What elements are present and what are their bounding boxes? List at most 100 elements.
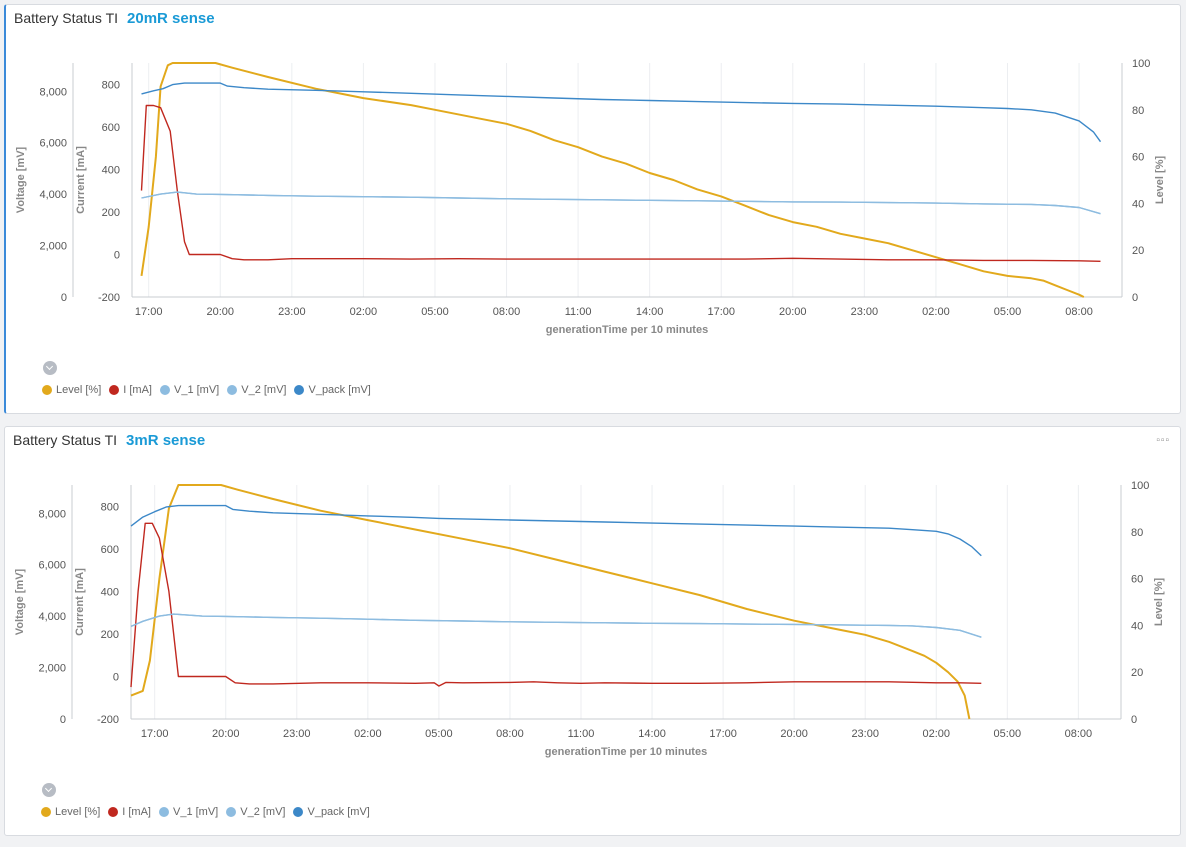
panel-subtitle: 3mR sense [126, 432, 206, 449]
x-tick-label: 20:00 [206, 306, 234, 318]
x-tick-label: 02:00 [922, 728, 950, 740]
x-tick-label: 08:00 [1065, 728, 1093, 740]
x-tick-label: 17:00 [707, 306, 735, 318]
chart-panel-20mr: Battery Status TI 20mR sense 17:00 20:00 2… [4, 4, 1181, 414]
legend-item[interactable]: V_pack [mV] [294, 384, 371, 396]
x-tick-label: 08:00 [493, 306, 521, 318]
level-tick-label: 60 [1131, 574, 1143, 586]
chevron-down-icon[interactable] [42, 783, 56, 797]
x-tick-label: 02:00 [350, 306, 378, 318]
series-line-v-2-mv[interactable] [141, 191, 1101, 215]
legend-marker [293, 807, 304, 817]
x-axis-title: generationTime per 10 minutes [546, 324, 708, 336]
x-tick-label: 05:00 [421, 306, 449, 318]
legend-marker [294, 385, 305, 395]
legend-marker [227, 385, 238, 395]
current-tick-label: 0 [114, 249, 120, 261]
legend-item[interactable]: I [mA] [108, 806, 151, 818]
x-tick-label: 17:00 [141, 728, 169, 740]
x-tick-label: 17:00 [135, 306, 163, 318]
x-tick-label: 23:00 [851, 306, 879, 318]
level-axis-title: Level [%] [1154, 156, 1166, 205]
legend-label: Level [%] [56, 384, 102, 396]
level-tick-label: 80 [1132, 105, 1144, 117]
legend-marker [108, 807, 119, 817]
x-axis-title: generationTime per 10 minutes [545, 746, 707, 758]
current-tick-label: -200 [98, 292, 120, 304]
x-tick-label: 02:00 [922, 306, 950, 318]
panel-subtitle: 20mR sense [127, 10, 215, 27]
legend-item[interactable]: V_1 [mV] [159, 384, 220, 396]
legend-label: I [mA] [122, 806, 151, 818]
series-line-v-2-mv[interactable] [130, 613, 982, 638]
voltage-axis-title: Voltage [mV] [14, 568, 26, 635]
level-tick-label: 40 [1132, 198, 1144, 210]
voltage-tick-label: 0 [61, 292, 67, 304]
level-tick-label: 20 [1132, 245, 1144, 257]
series-line-i-ma[interactable] [130, 522, 982, 688]
panel-title: Battery Status TI [14, 10, 119, 26]
legend-item[interactable]: V_2 [mV] [227, 384, 286, 396]
voltage-tick-label: 0 [60, 714, 66, 726]
legend-label: V_2 [mV] [241, 384, 287, 396]
x-tick-label: 08:00 [1065, 306, 1093, 318]
x-tick-label: 20:00 [212, 728, 240, 740]
current-axis-title: Current [mA] [74, 568, 86, 636]
legend-marker [41, 807, 51, 817]
legend-item[interactable]: V_2 [mV] [226, 806, 285, 818]
level-tick-label: 100 [1132, 58, 1150, 70]
x-tick-label: 08:00 [496, 728, 524, 740]
current-tick-label: -200 [97, 714, 119, 726]
chart-legend: Level [%] I [mA] V_1 [mV] V_2 [mV] V_pack [m… [41, 806, 370, 818]
legend-item[interactable]: Level [%] [42, 384, 101, 396]
legend-marker [159, 385, 170, 395]
level-tick-label: 20 [1131, 667, 1143, 679]
series-line-v-pack-mv[interactable] [130, 504, 982, 557]
current-tick-label: 800 [101, 501, 119, 513]
series-line-level[interactable] [140, 62, 1085, 298]
current-tick-label: 600 [102, 122, 120, 134]
legend-label: V_1 [mV] [173, 384, 220, 396]
legend-item[interactable]: V_1 [mV] [158, 806, 218, 818]
voltage-tick-label: 8,000 [38, 508, 66, 520]
chevron-down-icon[interactable] [43, 361, 57, 375]
x-tick-label: 11:00 [565, 306, 592, 318]
chart-legend: Level [%] I [mA] V_1 [mV] V_2 [mV] V_pack [m… [42, 384, 371, 396]
legend-label: Level [%] [55, 806, 101, 818]
x-tick-label: 23:00 [278, 306, 306, 318]
legend-label: V_2 [mV] [240, 806, 286, 818]
chart-panel-3mr: Battery Status TI 3mR sense ▫▫▫ 17:00 20:… [4, 426, 1181, 836]
x-tick-label: 20:00 [779, 306, 807, 318]
x-tick-label: 23:00 [283, 728, 311, 740]
legend-item[interactable]: V_pack [mV] [293, 806, 370, 818]
line-chart-20mr: 17:00 20:00 23:00 02:00 05:00 08:00 11:00 14:00… [15, 58, 1166, 336]
panel-header: Battery Status TI 3mR sense [13, 432, 205, 452]
level-tick-label: 80 [1131, 527, 1143, 539]
more-dots-icon[interactable]: ▫▫▫ [1156, 435, 1170, 446]
current-tick-label: 600 [101, 544, 119, 556]
legend-label: I [mA] [123, 384, 152, 396]
series-line-v-pack-mv[interactable] [141, 82, 1102, 143]
line-chart-3mr: 17:00 20:00 23:00 02:00 05:00 08:00 11:00 14:00… [14, 480, 1165, 758]
voltage-tick-label: 4,000 [39, 189, 67, 201]
voltage-tick-label: 6,000 [38, 560, 66, 572]
current-tick-label: 0 [113, 671, 119, 683]
legend-label: V_pack [mV] [307, 806, 370, 818]
series-line-i-ma[interactable] [140, 104, 1101, 262]
level-tick-label: 0 [1131, 714, 1137, 726]
current-tick-label: 400 [101, 586, 119, 598]
x-tick-label: 23:00 [851, 728, 879, 740]
current-tick-label: 400 [102, 164, 120, 176]
legend-marker [109, 385, 120, 395]
panel-title: Battery Status TI [13, 432, 118, 448]
x-tick-label: 11:00 [568, 728, 595, 740]
series-line-level[interactable] [130, 484, 971, 720]
current-tick-label: 800 [102, 79, 120, 91]
level-tick-label: 60 [1132, 152, 1144, 164]
legend-item[interactable]: Level [%] [41, 806, 100, 818]
voltage-tick-label: 2,000 [38, 663, 66, 675]
level-tick-label: 0 [1132, 292, 1138, 304]
legend-marker [158, 807, 169, 817]
legend-item[interactable]: I [mA] [109, 384, 152, 396]
legend-label: V_pack [mV] [308, 384, 371, 396]
